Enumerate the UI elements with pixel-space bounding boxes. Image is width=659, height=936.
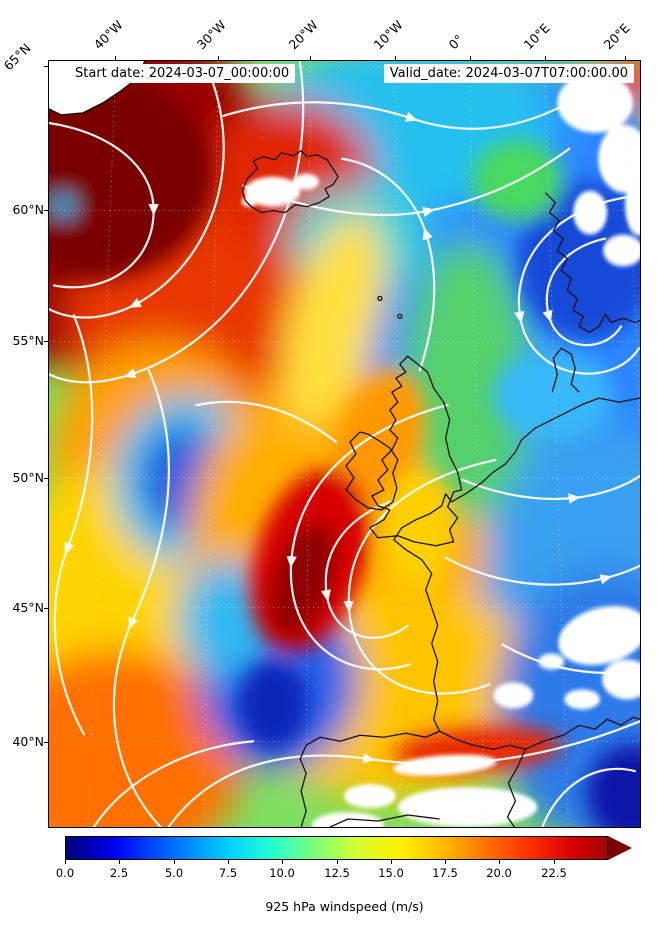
lon-tick-label: 30°W xyxy=(193,17,229,53)
axis-tick xyxy=(44,478,48,479)
colorbar-tick xyxy=(65,860,66,864)
colorbar-tick-label: 5.0 xyxy=(164,866,184,880)
colorbar-tick-label: 20.0 xyxy=(486,866,512,880)
colorbar-tick-label: 10.0 xyxy=(269,866,295,880)
axis-tick xyxy=(44,210,48,211)
colorbar-tick xyxy=(499,860,500,864)
colorbar-tick-label: 17.5 xyxy=(432,866,458,880)
colorbar-label: 925 hPa windspeed (m/s) xyxy=(265,899,424,914)
coastlines xyxy=(49,61,640,827)
valid-date-label: Valid_date: 2024-03-07T07:00:00.00 xyxy=(383,64,634,83)
axis-tick xyxy=(625,56,626,60)
colorbar-extend-arrow xyxy=(608,836,632,860)
terrain-mask xyxy=(241,72,640,827)
windspeed-map-svg xyxy=(49,61,640,827)
axis-tick xyxy=(44,608,48,609)
lon-tick-label: 40°W xyxy=(90,17,126,53)
lon-tick-label: 10°E xyxy=(520,20,553,53)
colorbar-tick xyxy=(554,860,555,864)
axis-tick xyxy=(310,56,311,60)
colorbar-tick-label: 0.0 xyxy=(55,866,75,880)
axis-tick xyxy=(44,341,48,342)
lat-tick-label: 50°N xyxy=(12,470,44,485)
axis-tick xyxy=(44,66,48,67)
colorbar xyxy=(65,836,608,860)
lat-tick-label: 55°N xyxy=(12,333,44,348)
colorbar-tick-label: 7.5 xyxy=(218,866,238,880)
lon-tick-label: 0° xyxy=(445,31,467,53)
colorbar-tick xyxy=(174,860,175,864)
colorbar-tick xyxy=(282,860,283,864)
colorbar-tick-label: 2.5 xyxy=(109,866,129,880)
axis-tick xyxy=(470,56,471,60)
map-canvas: Start date: 2024-03-07_00:00:00 Valid_da… xyxy=(48,60,641,828)
streamlines xyxy=(49,61,640,827)
lon-tick-label: 20°W xyxy=(285,17,321,53)
lat-tick-label: 40°N xyxy=(12,734,44,749)
axis-tick xyxy=(115,56,116,60)
colorbar-tick xyxy=(337,860,338,864)
axis-tick xyxy=(545,56,546,60)
lon-tick-label: 20°E xyxy=(600,20,633,53)
colorbar-tick-label: 12.5 xyxy=(324,866,350,880)
lat-tick-label: 60°N xyxy=(12,202,44,217)
colorbar-tick-label: 15.0 xyxy=(378,866,404,880)
axis-tick xyxy=(44,742,48,743)
colorbar-tick xyxy=(391,860,392,864)
lon-tick-label: 10°W xyxy=(370,17,406,53)
windspeed-field xyxy=(49,61,640,827)
axis-tick xyxy=(218,56,219,60)
axis-tick xyxy=(395,56,396,60)
colorbar-tick-label: 22.5 xyxy=(541,866,567,880)
graticule xyxy=(49,61,640,827)
colorbar-tick xyxy=(228,860,229,864)
start-date-label: Start date: 2024-03-07_00:00:00 xyxy=(69,64,296,83)
lat-tick-label: 45°N xyxy=(12,600,44,615)
lat-tick-label: 65°N xyxy=(0,40,34,74)
colorbar-tick xyxy=(445,860,446,864)
colorbar-tick xyxy=(119,860,120,864)
